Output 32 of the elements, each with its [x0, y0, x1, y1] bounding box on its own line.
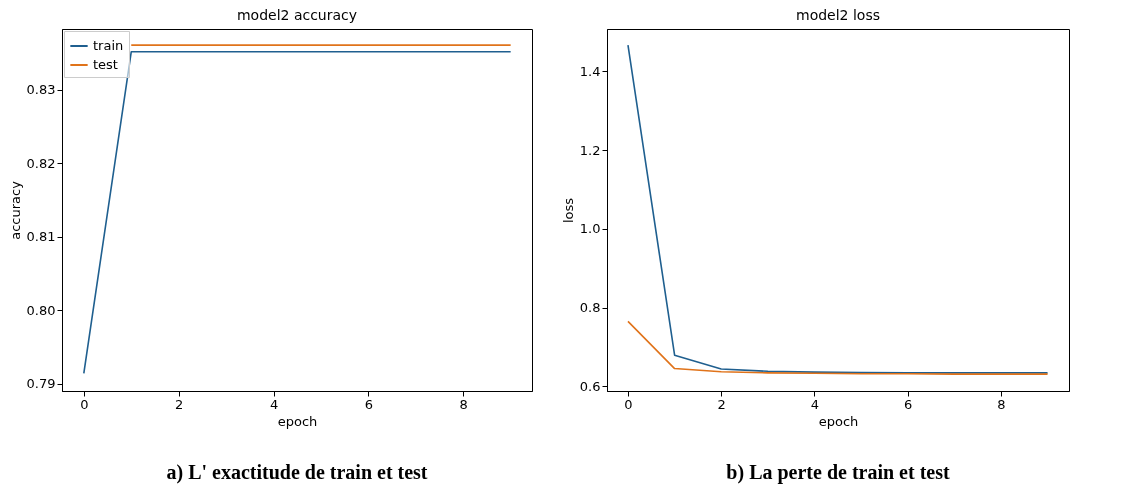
x-tick-label: 0 — [80, 396, 89, 412]
y-tick-label: 0.81 — [26, 229, 56, 245]
y-tick-label: 1.0 — [579, 221, 601, 237]
x-tick-label: 8 — [997, 396, 1006, 412]
y-tick-label: 1.2 — [579, 142, 601, 158]
y-tick-label: 0.82 — [26, 155, 56, 171]
x-tick-label: 2 — [717, 396, 726, 412]
legend-label: test — [93, 57, 118, 72]
x-tick-label: 6 — [364, 396, 374, 412]
x-tick-label: 4 — [269, 396, 279, 412]
line-series — [627, 320, 1049, 375]
line-series — [627, 44, 1049, 374]
x-tick-label: 4 — [810, 396, 820, 412]
x-tick-label: 0 — [624, 396, 633, 412]
y-axis-title: loss — [560, 197, 576, 224]
y-tick-label: 0.6 — [579, 378, 601, 394]
x-tick-label: 6 — [904, 396, 913, 412]
y-tick-label: 1.4 — [579, 64, 601, 79]
y-tick-label: 0.80 — [26, 302, 56, 318]
y-tick-label: 0.79 — [26, 376, 56, 392]
text: b) La perte de train et test — [726, 461, 950, 484]
text: a) L' exactitude de train et test — [166, 461, 428, 484]
y-axis-title: accuracy — [7, 180, 23, 240]
y-tick-label: 0.83 — [26, 82, 56, 98]
y-tick-label: 0.8 — [579, 300, 601, 316]
chart-title: model2 loss — [796, 7, 880, 23]
legend-label: train — [93, 38, 124, 53]
x-axis-title: epoch — [818, 413, 859, 429]
x-axis-title: epoch — [277, 413, 318, 429]
x-tick-label: 8 — [459, 396, 468, 412]
chart-title: model2 accuracy — [236, 7, 358, 23]
x-tick-label: 2 — [175, 396, 184, 412]
